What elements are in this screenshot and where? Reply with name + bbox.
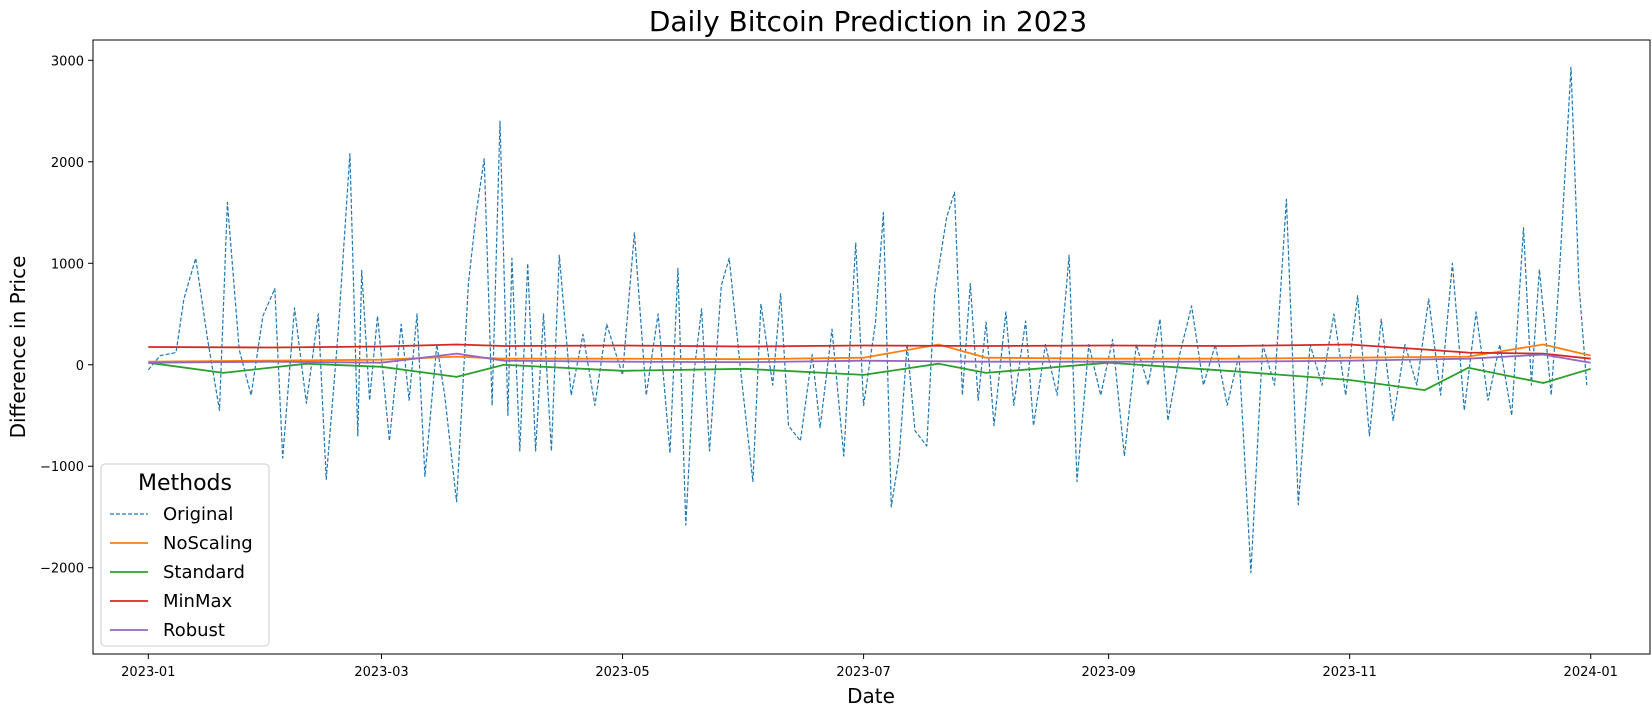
y-tick-label: −1000 bbox=[40, 460, 84, 475]
series-line-original bbox=[147, 66, 1588, 574]
legend-label: NoScaling bbox=[163, 533, 253, 554]
x-tick-label: 2023-11 bbox=[1323, 665, 1377, 680]
legend: Methods Original NoScaling Standard MinMax R… bbox=[100, 463, 270, 647]
plot-area bbox=[92, 39, 1651, 655]
x-tick-label: 2024-01 bbox=[1564, 665, 1618, 680]
x-tick-label: 2023-01 bbox=[121, 665, 175, 680]
y-tick-label: 3000 bbox=[51, 54, 84, 69]
y-axis: −2000 −1000 0 1000 2000 3000 bbox=[40, 54, 93, 577]
legend-label: MinMax bbox=[163, 591, 233, 612]
x-tick-label: 2023-09 bbox=[1081, 665, 1135, 680]
y-tick-label: −2000 bbox=[40, 562, 84, 577]
legend-label: Standard bbox=[163, 562, 245, 583]
y-axis-label: Difference in Price bbox=[6, 256, 30, 439]
y-tick-label: 0 bbox=[76, 359, 84, 374]
series-line-robust bbox=[148, 352, 1591, 364]
legend-entries: Original NoScaling Standard MinMax Robust bbox=[110, 504, 253, 641]
x-tick-label: 2023-05 bbox=[595, 665, 649, 680]
legend-label: Original bbox=[163, 504, 233, 525]
x-axis: 2023-01 2023-03 2023-05 2023-07 2023-09 2023-… bbox=[121, 654, 1618, 680]
x-tick-label: 2023-03 bbox=[354, 665, 408, 680]
x-tick-label: 2023-07 bbox=[836, 665, 890, 680]
x-axis-label: Date bbox=[847, 684, 895, 708]
series-line-minmax bbox=[148, 343, 1591, 360]
series-layer bbox=[147, 66, 1591, 574]
y-tick-label: 1000 bbox=[51, 257, 84, 272]
plot-frame bbox=[92, 39, 1651, 655]
series-line-standard bbox=[148, 361, 1591, 391]
legend-title: Methods bbox=[138, 471, 232, 496]
legend-label: Robust bbox=[163, 620, 225, 641]
y-tick-label: 2000 bbox=[51, 156, 84, 171]
chart-title: Daily Bitcoin Prediction in 2023 bbox=[649, 5, 1087, 38]
